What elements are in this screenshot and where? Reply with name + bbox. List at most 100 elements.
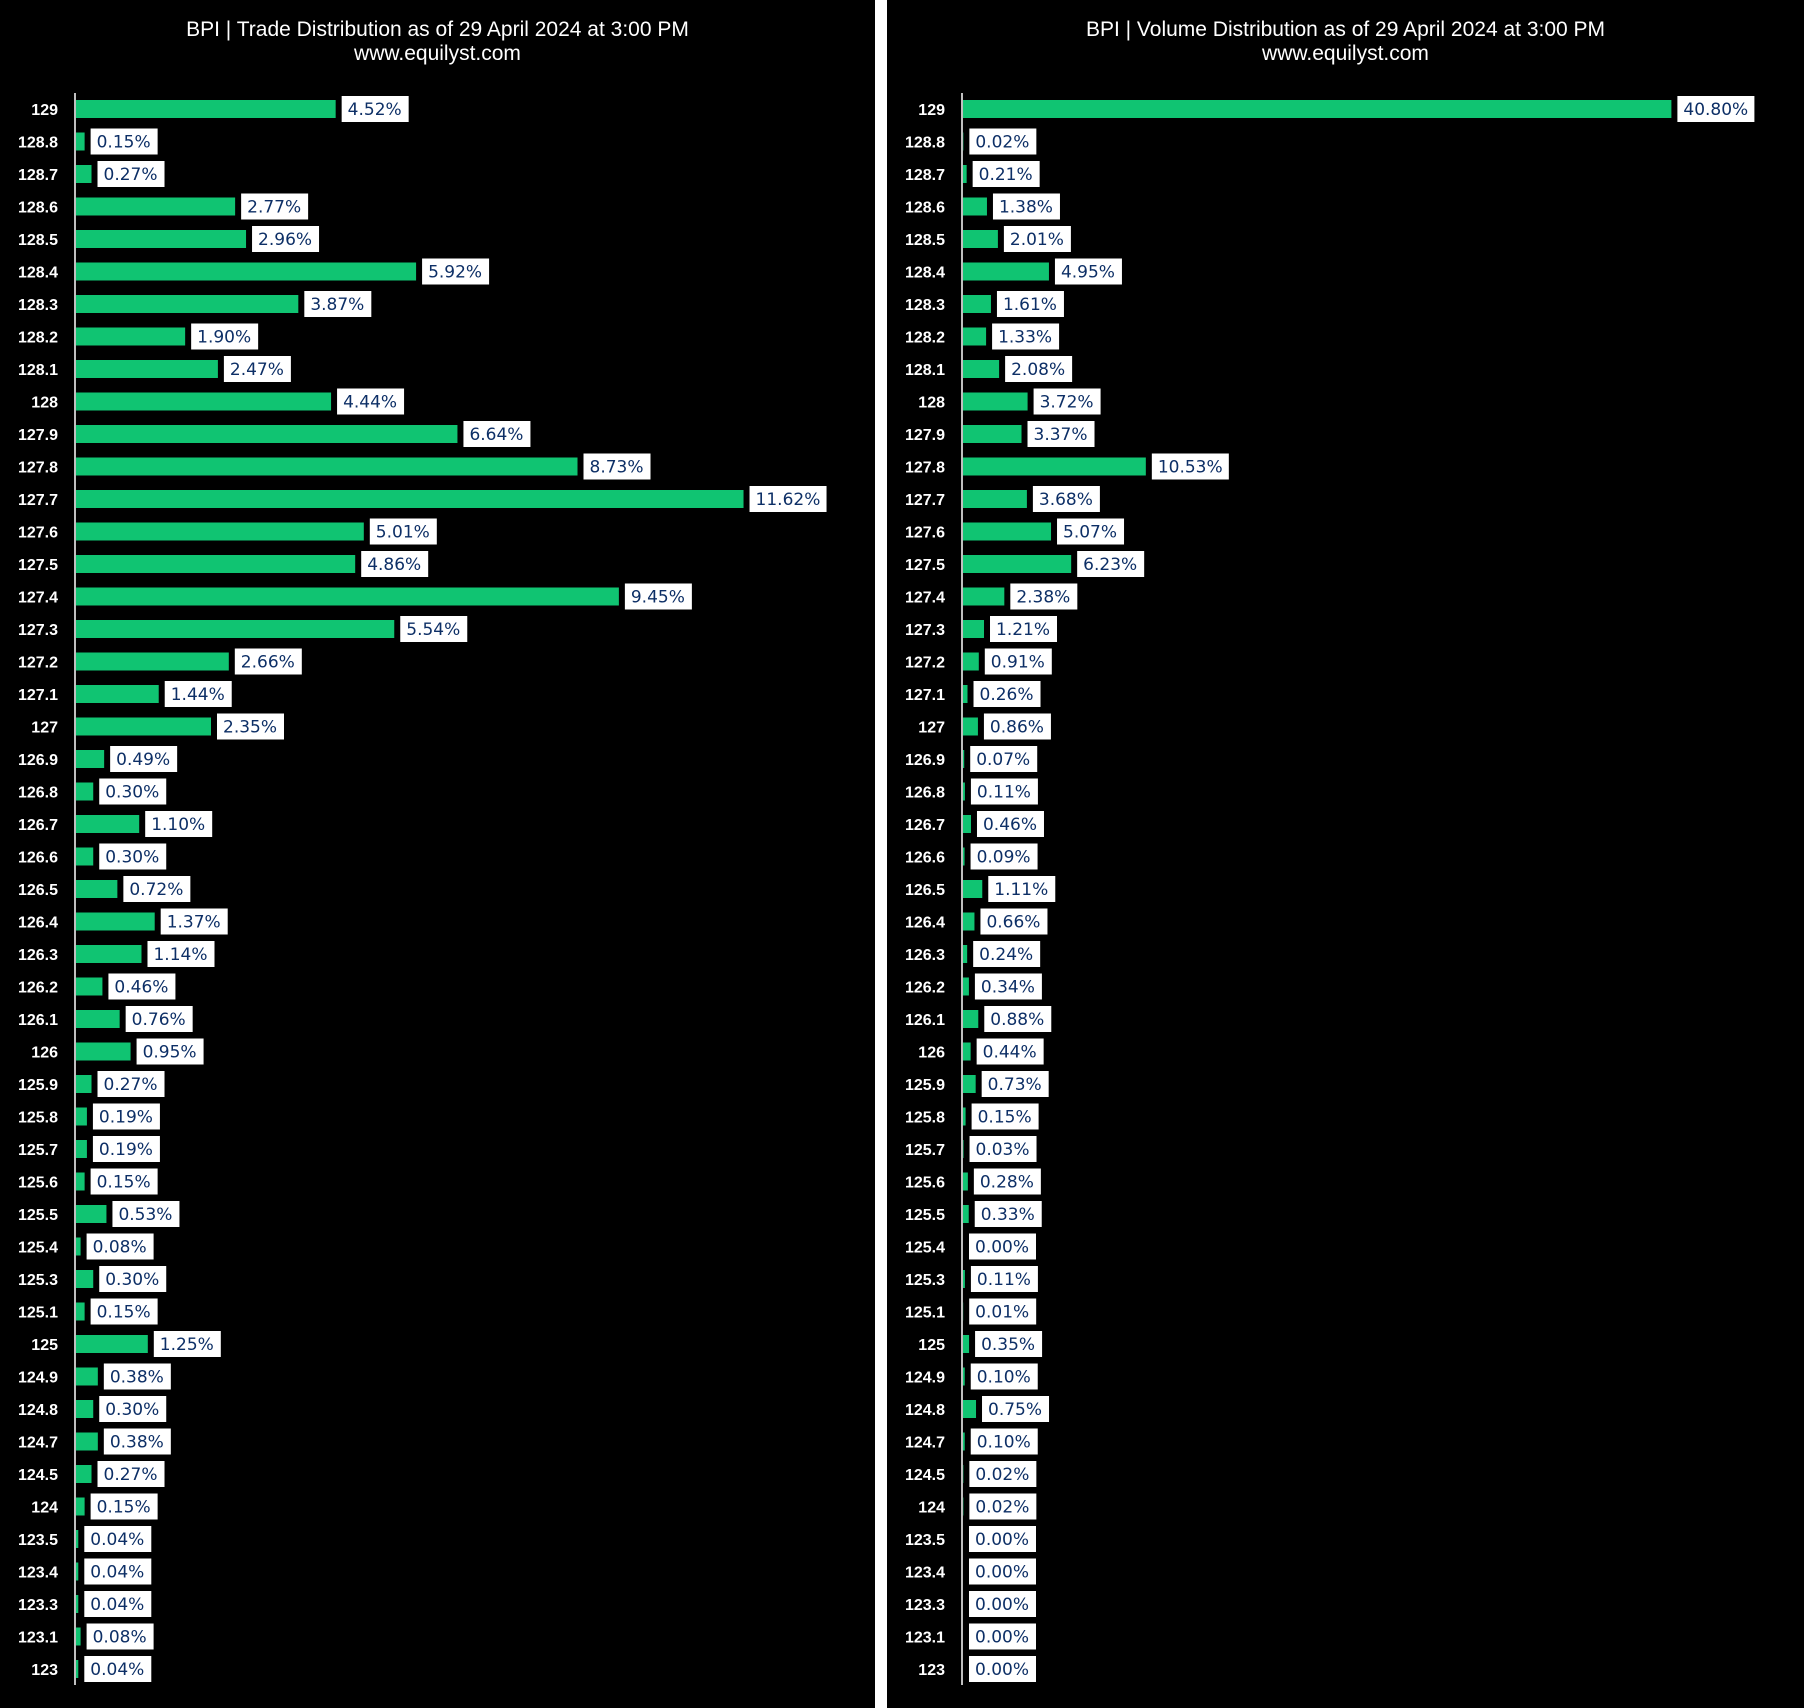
data-label: 0.30%: [105, 1400, 159, 1420]
y-tick-label: 123: [918, 1662, 945, 1679]
data-label: 0.02%: [975, 133, 1029, 153]
bar: [963, 783, 965, 801]
y-tick-label: 127.1: [18, 687, 58, 704]
bar: [963, 1140, 964, 1158]
y-tick-label: 125.1: [18, 1305, 58, 1322]
bar: [963, 848, 965, 866]
y-tick-label: 126.8: [905, 785, 945, 802]
data-label: 0.76%: [132, 1010, 186, 1030]
bar: [963, 198, 987, 216]
data-label: 0.15%: [97, 133, 151, 153]
data-label: 0.72%: [129, 880, 183, 900]
bar: [963, 588, 1004, 606]
y-tick-label: 127.8: [905, 460, 945, 477]
y-tick-label: 123.1: [905, 1630, 945, 1647]
data-label: 0.34%: [981, 978, 1035, 998]
y-tick-label: 128.7: [905, 167, 945, 184]
data-label: 0.49%: [116, 750, 170, 770]
data-label: 0.10%: [977, 1368, 1031, 1388]
bar: [76, 588, 619, 606]
data-label: 2.66%: [241, 653, 295, 673]
bar: [963, 425, 1022, 443]
y-tick-label: 124.9: [905, 1370, 945, 1387]
data-label: 0.19%: [99, 1140, 153, 1160]
bar: [76, 393, 331, 411]
data-label: 9.45%: [631, 588, 685, 608]
bar: [76, 1498, 85, 1516]
data-label: 1.33%: [998, 328, 1052, 348]
bar: [963, 685, 968, 703]
y-tick-label: 125: [31, 1337, 58, 1354]
y-tick-label: 128: [918, 395, 945, 412]
bar: [76, 750, 104, 768]
bar: [963, 360, 999, 378]
bar: [76, 1140, 87, 1158]
data-label: 5.01%: [376, 523, 430, 543]
y-tick-label: 128: [31, 395, 58, 412]
bar: [76, 425, 457, 443]
y-tick-label: 126.3: [905, 947, 945, 964]
data-label: 0.35%: [981, 1335, 1035, 1355]
bar: [76, 1368, 98, 1386]
y-tick-label: 125.9: [905, 1077, 945, 1094]
bar: [963, 555, 1071, 573]
y-tick-label: 124.8: [18, 1402, 58, 1419]
y-tick-label: 125.6: [18, 1175, 58, 1192]
y-tick-label: 124.7: [18, 1435, 58, 1452]
data-label: 0.66%: [986, 913, 1040, 933]
y-tick-label: 126.5: [905, 882, 945, 899]
data-label: 40.80%: [1683, 100, 1748, 120]
data-label: 0.44%: [983, 1043, 1037, 1063]
bar: [76, 945, 141, 963]
y-tick-label: 123.1: [18, 1630, 58, 1647]
y-tick-label: 128.6: [905, 200, 945, 217]
y-tick-label: 128.1: [905, 362, 945, 379]
bar: [76, 295, 298, 313]
data-label: 2.01%: [1010, 230, 1064, 250]
data-label: 1.90%: [197, 328, 251, 348]
y-tick-label: 128.1: [18, 362, 58, 379]
y-tick-label: 125.7: [18, 1142, 58, 1159]
y-tick-label: 126.9: [18, 752, 58, 769]
bar: [963, 458, 1146, 476]
y-tick-label: 123.3: [905, 1597, 945, 1614]
y-tick-label: 127.9: [905, 427, 945, 444]
data-label: 0.33%: [981, 1205, 1035, 1225]
y-tick-label: 125.5: [18, 1207, 58, 1224]
y-tick-label: 127.8: [18, 460, 58, 477]
y-tick-label: 129: [31, 102, 58, 119]
bar: [76, 1173, 85, 1191]
data-label: 1.44%: [171, 685, 225, 705]
y-tick-label: 127.7: [905, 492, 945, 509]
bar: [963, 978, 969, 996]
bar: [963, 523, 1051, 541]
data-label: 1.25%: [160, 1335, 214, 1355]
bar: [76, 848, 93, 866]
y-tick-label: 124.5: [18, 1467, 58, 1484]
y-tick-label: 125.1: [905, 1305, 945, 1322]
y-tick-label: 126: [31, 1045, 58, 1062]
y-tick-label: 127.3: [18, 622, 58, 639]
data-label: 5.92%: [428, 263, 482, 283]
data-label: 6.23%: [1083, 555, 1137, 575]
data-label: 8.73%: [590, 458, 644, 478]
y-tick-label: 126.2: [905, 980, 945, 997]
y-tick-label: 125.9: [18, 1077, 58, 1094]
bar: [76, 490, 744, 508]
bar: [76, 100, 336, 118]
bar: [963, 718, 978, 736]
bar: [76, 230, 246, 248]
data-label: 0.30%: [105, 1270, 159, 1290]
y-tick-label: 123.3: [18, 1597, 58, 1614]
y-tick-label: 126.1: [905, 1012, 945, 1029]
bar: [76, 1108, 87, 1126]
data-label: 1.61%: [1003, 295, 1057, 315]
data-label: 3.72%: [1040, 393, 1094, 413]
bar: [76, 165, 92, 183]
y-tick-label: 127.9: [18, 427, 58, 444]
data-label: 0.04%: [90, 1660, 144, 1680]
y-tick-label: 127.4: [905, 590, 945, 607]
y-tick-label: 127.2: [18, 655, 58, 672]
volume-distribution-chart: 12940.80%128.80.02%128.70.21%128.61.38%1…: [887, 0, 1804, 1708]
y-tick-label: 128.2: [18, 330, 58, 347]
